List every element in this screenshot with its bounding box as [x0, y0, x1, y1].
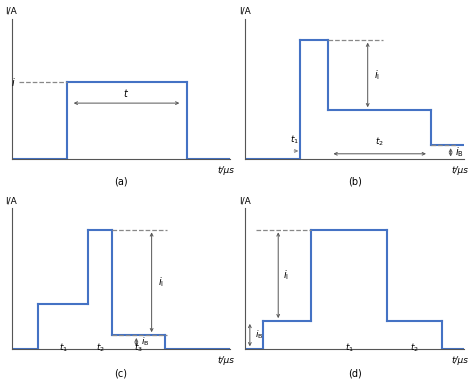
Text: $i_{\rm B}$: $i_{\rm B}$	[141, 336, 149, 348]
Text: I/A: I/A	[5, 197, 17, 206]
Text: $i_{\rm B}$: $i_{\rm B}$	[255, 329, 264, 341]
Text: $t_3$: $t_3$	[134, 341, 143, 354]
Text: (d): (d)	[348, 369, 362, 379]
Text: t/μs: t/μs	[451, 356, 468, 365]
Text: $t_1$: $t_1$	[290, 134, 299, 146]
Text: $t_2$: $t_2$	[410, 341, 419, 354]
Text: $i_{\rm B}$: $i_{\rm B}$	[455, 146, 464, 159]
Text: t/μs: t/μs	[218, 356, 235, 365]
Text: $t_1$: $t_1$	[345, 341, 354, 354]
Text: $i_{\rm I}$: $i_{\rm I}$	[374, 68, 380, 82]
Text: t/μs: t/μs	[218, 166, 235, 176]
Text: (a): (a)	[114, 176, 128, 186]
Text: $t$: $t$	[123, 87, 129, 99]
Text: $t_1$: $t_1$	[59, 341, 68, 354]
Text: $i_{\rm I}$: $i_{\rm I}$	[283, 268, 289, 282]
Text: I/A: I/A	[239, 197, 251, 206]
Text: (c): (c)	[115, 369, 128, 379]
Text: $i$: $i$	[10, 76, 15, 88]
Text: $t_2$: $t_2$	[96, 341, 105, 354]
Text: $t_2$: $t_2$	[375, 136, 384, 148]
Text: I/A: I/A	[239, 7, 251, 16]
Text: I/A: I/A	[5, 7, 17, 16]
Text: t/μs: t/μs	[451, 166, 468, 176]
Text: (b): (b)	[347, 176, 362, 186]
Text: $i_{\rm I}$: $i_{\rm I}$	[158, 275, 164, 289]
